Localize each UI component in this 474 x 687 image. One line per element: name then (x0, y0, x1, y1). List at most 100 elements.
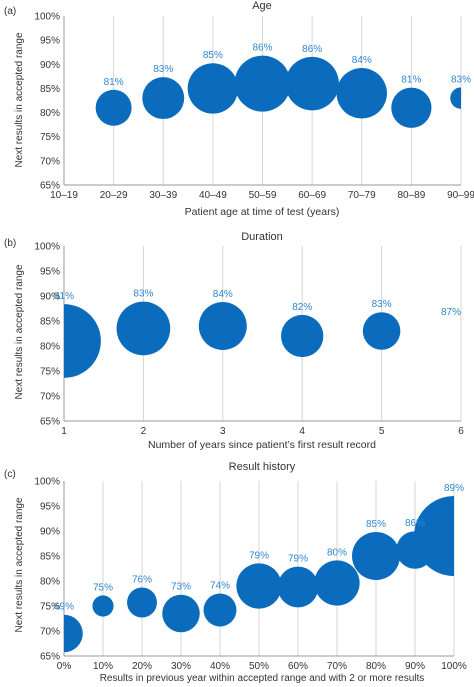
bubble (414, 496, 454, 576)
axes (63, 16, 461, 186)
chart-title: Duration (241, 231, 283, 243)
y-tick-label: 95% (40, 36, 60, 47)
bubble (352, 532, 400, 580)
x-tick-label: 70–79 (348, 190, 376, 201)
y-tick-label: 90% (40, 527, 60, 538)
y-tick-label: 80% (40, 342, 60, 353)
bubble (116, 301, 171, 356)
bubble (162, 594, 200, 633)
y-tick-label: 85% (40, 84, 60, 95)
y-tick-label: 65% (40, 417, 60, 428)
data-label: 75% (93, 582, 113, 593)
bubble (391, 87, 432, 128)
x-tick-label: 60–69 (298, 190, 326, 201)
x-tick-label: 50–59 (249, 190, 277, 201)
data-label: 81% (54, 291, 74, 302)
x-axis-label: Results in previous year within accepted… (100, 673, 425, 684)
y-tick-labels: 65% 70% 75% 80% 85% 90% 95% 100% (34, 477, 60, 663)
bubble (336, 68, 387, 119)
y-tick-label: 90% (40, 292, 60, 303)
bubble (95, 89, 132, 126)
bubble (285, 56, 339, 111)
y-tick-label: 85% (40, 317, 60, 328)
x-tick-label: 90–99 (447, 190, 474, 201)
x-tick-labels: 0% 10% 20% 30% 40% 50% 60% 70% 80% 90% 100% (57, 661, 467, 672)
data-label: 83% (372, 299, 392, 310)
data-label: 81% (401, 75, 421, 86)
data-label: 86% (302, 44, 322, 55)
data-label: 79% (288, 554, 308, 565)
data-label: 73% (171, 582, 191, 593)
y-tick-label: 70% (40, 156, 60, 167)
bubble (203, 593, 237, 627)
panel-label: (a) (4, 6, 16, 17)
x-tick-label: 0% (57, 661, 72, 672)
x-tick-label: 80% (366, 661, 386, 672)
panel-duration: (b) Duration 65% 70% 75% 80% 85% 90% 95% 100% 1… (4, 231, 464, 451)
data-label: 79% (249, 550, 269, 561)
y-tick-label: 80% (40, 577, 60, 588)
bubble (234, 55, 291, 112)
y-tick-label: 70% (40, 627, 60, 638)
x-tick-labels: 1 2 3 4 5 6 (61, 426, 464, 437)
x-tick-label: 30–39 (149, 190, 177, 201)
y-tick-label: 65% (40, 181, 60, 192)
y-tick-label: 95% (40, 502, 60, 513)
data-label: 85% (203, 50, 223, 61)
x-tick-label: 40–49 (199, 190, 227, 201)
data-label: 86% (252, 43, 272, 54)
data-label: 86% (405, 518, 425, 529)
x-tick-label: 60% (288, 661, 308, 672)
y-tick-labels: 65% 70% 75% 80% 85% 90% 95% 100% (34, 12, 60, 192)
data-label: 69% (54, 602, 74, 613)
data-label: 84% (213, 289, 233, 300)
bubble (64, 304, 101, 378)
data-label: 87% (441, 307, 461, 318)
data-label: 85% (366, 519, 386, 530)
x-tick-label: 2 (141, 426, 147, 437)
y-axis-label: Next results in accepted range (14, 32, 25, 168)
y-tick-label: 80% (40, 108, 60, 119)
x-tick-label: 80–89 (397, 190, 425, 201)
x-tick-label: 100% (441, 661, 467, 672)
panel-result-history: (c) Result history 65% 70% 75% 80% 85% 90% 95%… (4, 461, 467, 684)
y-tick-label: 100% (34, 242, 60, 253)
chart-title: Age (252, 0, 272, 12)
y-tick-label: 85% (40, 552, 60, 563)
data-label: 76% (132, 575, 152, 586)
x-tick-label: 70% (327, 661, 347, 672)
y-tick-label: 75% (40, 132, 60, 143)
data-labels: 81% 83% 84% 82% 83% 87% (54, 289, 461, 318)
data-label: 84% (352, 55, 372, 66)
x-tick-label: 40% (210, 661, 230, 672)
data-label: 74% (210, 581, 230, 592)
x-tick-label: 20% (132, 661, 152, 672)
data-labels: 69% 75% 76% 73% 74% 79% 79% 80% 85% 86% 89% (54, 483, 464, 613)
x-axis-label: Number of years since patient’s first re… (148, 439, 376, 451)
data-label: 83% (153, 64, 173, 75)
bubble (64, 614, 83, 653)
y-tick-labels: 65% 70% 75% 80% 85% 90% 95% 100% (34, 242, 60, 428)
data-label: 83% (451, 74, 471, 85)
bubble (127, 587, 157, 618)
data-label: 81% (104, 77, 124, 88)
x-tick-label: 20–29 (100, 190, 128, 201)
bubble (236, 563, 282, 609)
data-label: 89% (444, 483, 464, 494)
y-tick-label: 95% (40, 267, 60, 278)
x-tick-label: 1 (61, 426, 67, 437)
panel-age: (a) Age 65% 70% 75% 80% 85% 90% 95% 100% 10–19 2… (4, 0, 474, 218)
bubble (281, 314, 324, 358)
x-axis-label: Patient age at time of test (years) (185, 206, 340, 218)
data-label: 80% (327, 547, 347, 558)
x-tick-label: 4 (299, 426, 305, 437)
data-label: 82% (292, 302, 312, 313)
bubble (362, 312, 401, 350)
bubble (450, 87, 461, 109)
bubbles (95, 55, 461, 128)
bubbles (64, 301, 401, 378)
x-tick-label: 5 (379, 426, 385, 437)
panel-label: (b) (4, 238, 16, 249)
y-tick-label: 100% (34, 477, 60, 488)
